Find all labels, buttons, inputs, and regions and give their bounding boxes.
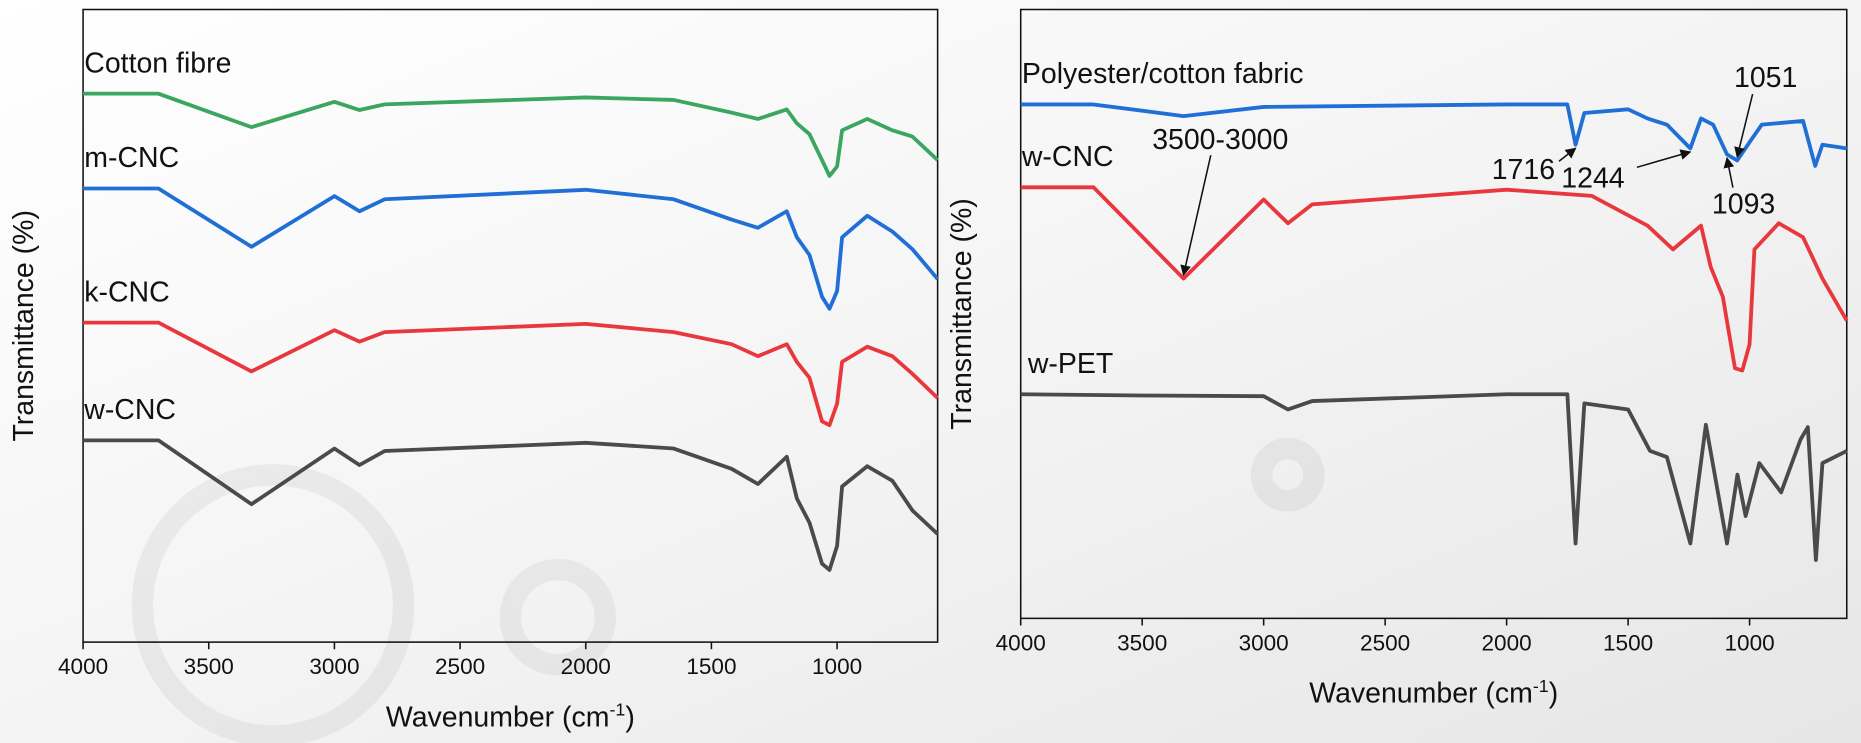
x-tick-label: 4000 (58, 654, 108, 679)
x-axis-label-sup: -1 (1533, 676, 1549, 696)
x-tick-label: 2500 (435, 654, 485, 679)
spectrum-line (83, 320, 939, 428)
spectrum-line (83, 186, 940, 311)
annotation: 1716 (1492, 154, 1555, 186)
annotation-arrow (1723, 156, 1735, 188)
x-axis-label-text: Wavenumber (cm (1309, 678, 1533, 710)
x-tick-label: 2000 (561, 654, 611, 679)
y-axis-label: Transmittance (%) (8, 210, 40, 442)
spectrum-line (1020, 392, 1848, 562)
series-label: k-CNC (84, 276, 169, 308)
x-tick-label: 1000 (1724, 630, 1774, 655)
series-label: w-PET (1027, 348, 1113, 380)
x-tick-label: 3500 (1117, 630, 1167, 655)
x-axis-label: Wavenumber (cm-1) (1309, 676, 1558, 710)
spectrum-line (83, 91, 939, 178)
spectrum-line (1020, 102, 1848, 168)
annotation: 1093 (1712, 189, 1775, 221)
x-axis-label-sup: -1 (609, 700, 625, 720)
x-tick-label: 1500 (1603, 630, 1653, 655)
x-tick-label: 1000 (812, 654, 862, 679)
annotation: 1051 (1734, 62, 1797, 94)
plot-frame (1019, 8, 1848, 620)
series-label: Polyester/cotton fabric (1022, 58, 1304, 90)
x-tick-label: 3500 (184, 654, 234, 679)
x-tick-label: 3000 (1239, 630, 1289, 655)
x-axis-label-end: ) (625, 701, 634, 733)
x-axis-label: Wavenumber (cm-1) (386, 700, 635, 734)
x-axis-label-end: ) (1549, 678, 1558, 710)
series-label: m-CNC (84, 142, 179, 174)
plot-frame (82, 8, 939, 643)
x-tick-label: 3000 (309, 654, 359, 679)
x-axis-label-text: Wavenumber (cm (386, 701, 610, 733)
series-label: Cotton fibre (84, 47, 231, 79)
annotation-arrow (1180, 155, 1212, 277)
annotation: 1244 (1561, 162, 1624, 194)
x-tick-label: 1500 (686, 654, 736, 679)
annotation-arrow (1734, 93, 1754, 158)
annotation: 3500-3000 (1152, 124, 1288, 156)
spectrum-line (83, 438, 939, 572)
watermark (131, 437, 1325, 743)
chart: 4000 3500 3000 2500 2000 1500 1000 Wavenumber (… (8, 8, 940, 734)
series-label: w-CNC (83, 394, 176, 426)
spectrum-line (1020, 185, 1849, 373)
annotation-arrow (1558, 147, 1577, 162)
y-axis-label: Transmittance (%) (946, 198, 978, 430)
annotation-arrow (1636, 149, 1692, 169)
series-label: w-CNC (1021, 141, 1114, 173)
x-tick-label: 2000 (1482, 630, 1532, 655)
x-tick-label: 2500 (1360, 630, 1410, 655)
chart: 4000 3500 3000 2500 2000 1500 1000 Wavenumber (… (946, 8, 1849, 710)
x-tick-label: 4000 (996, 630, 1046, 655)
